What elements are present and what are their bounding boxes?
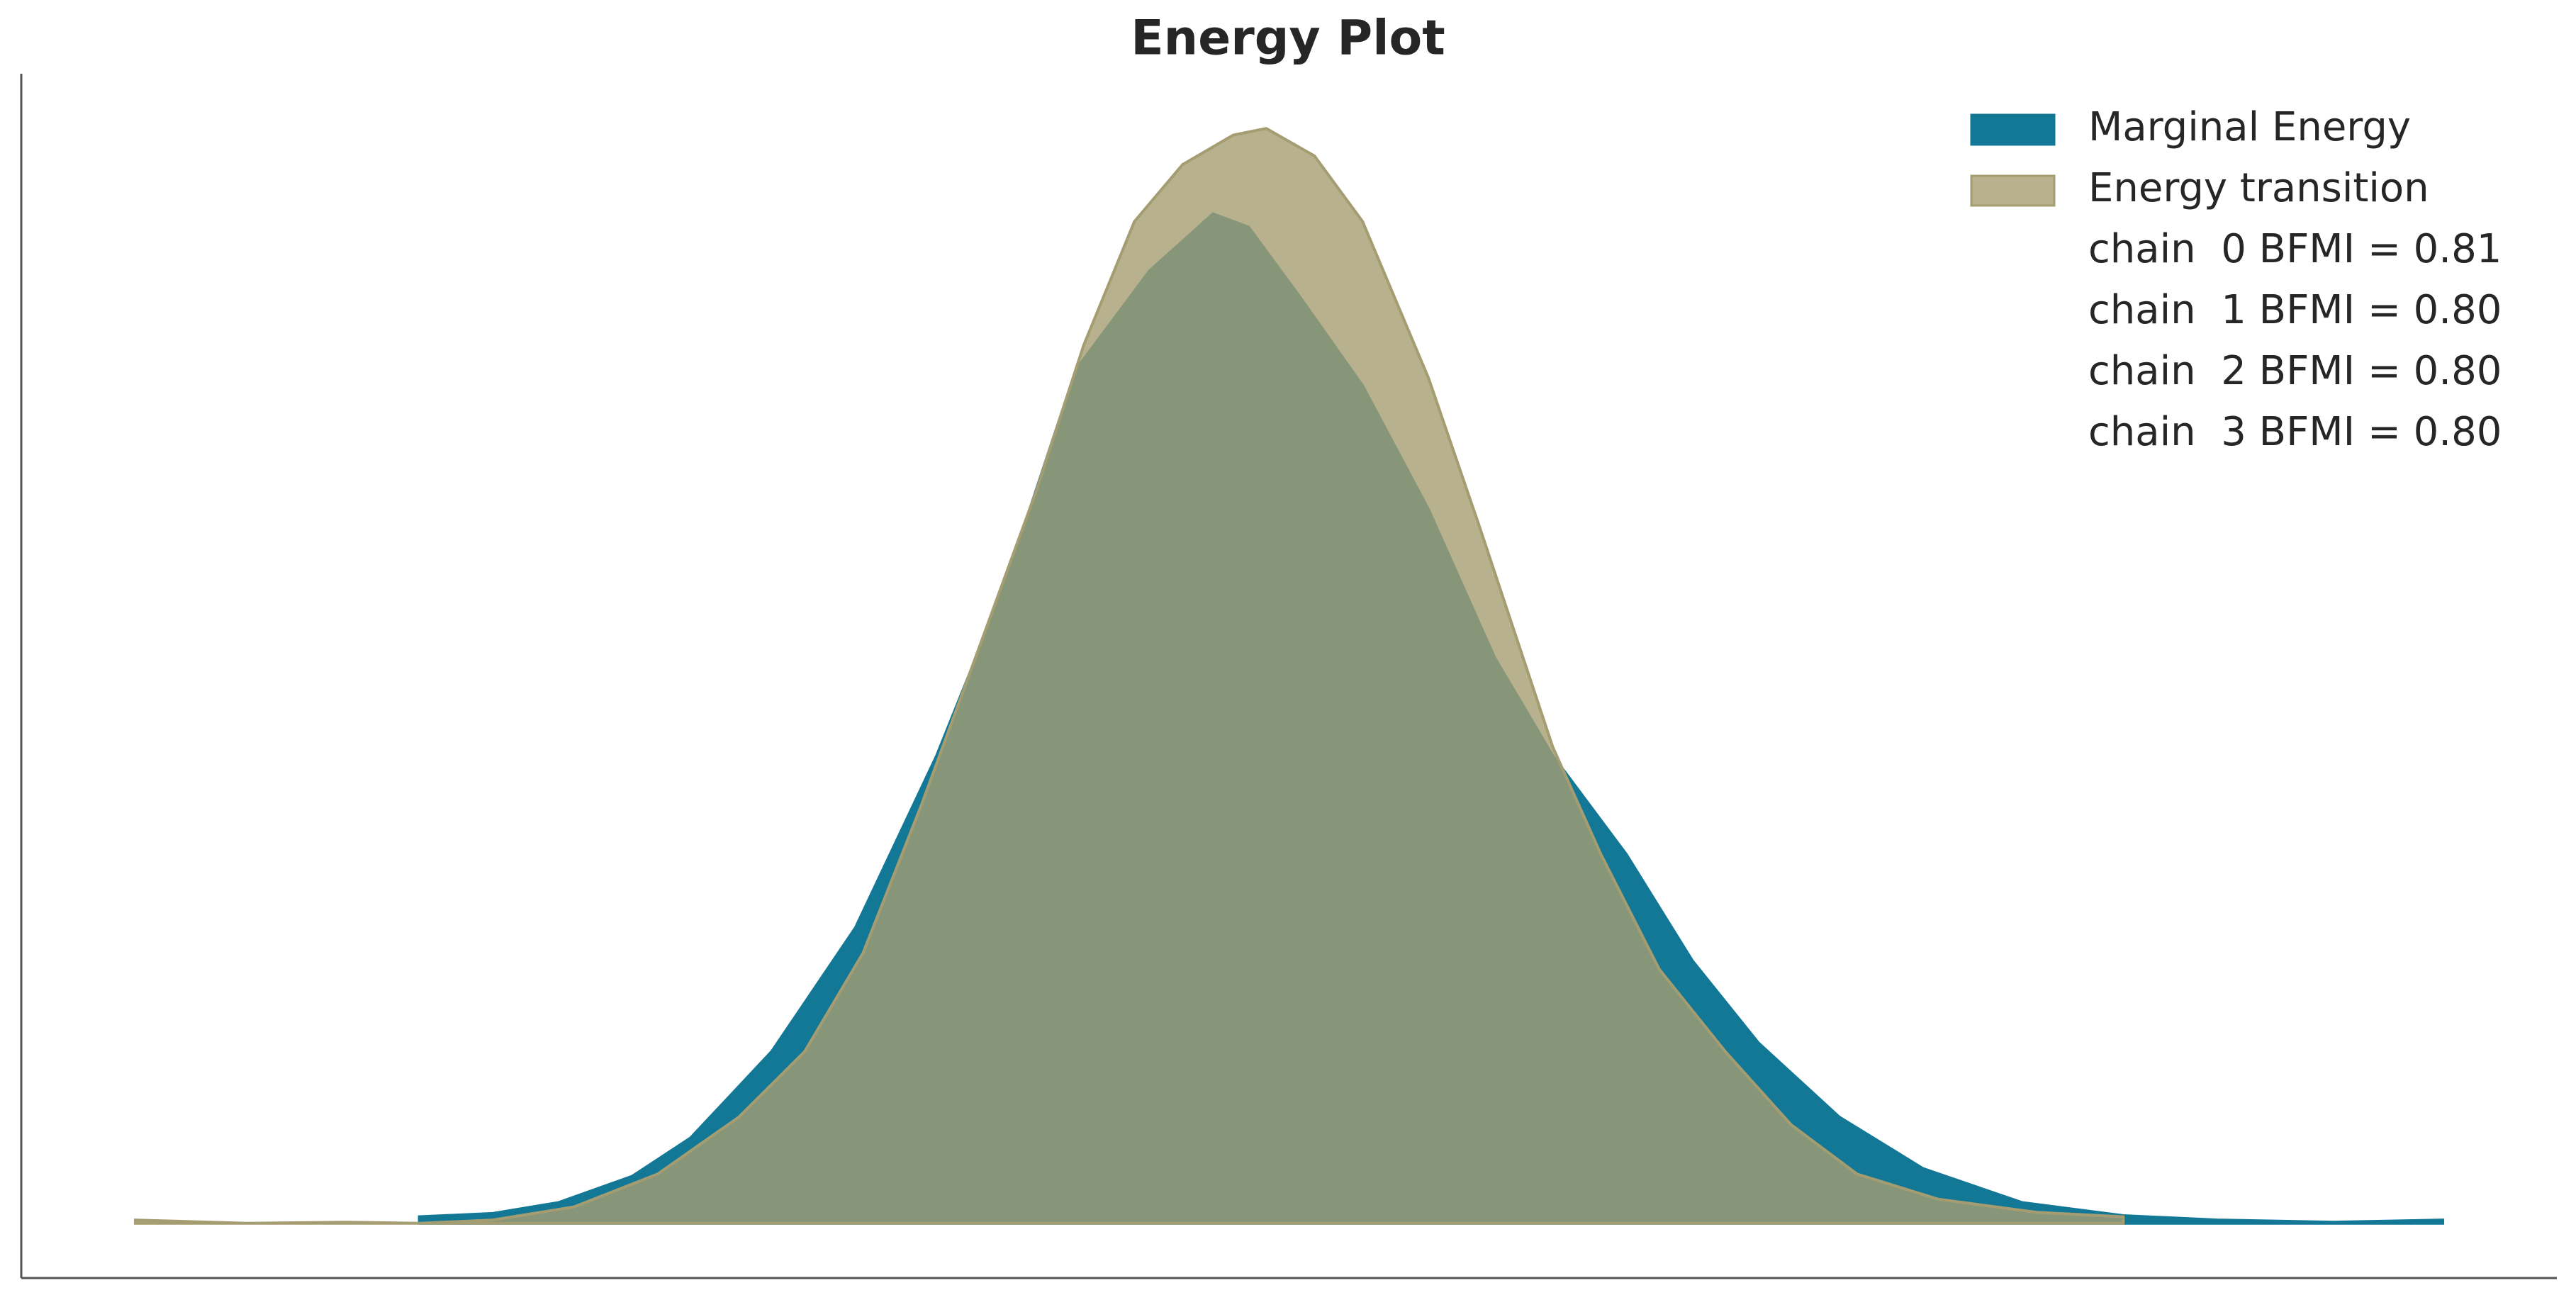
legend-note: chain 2 BFMI = 0.80 xyxy=(2088,348,2502,394)
legend-note: chain 0 BFMI = 0.81 xyxy=(2088,226,2502,272)
legend-label: Marginal Energy xyxy=(2088,104,2411,150)
legend-note: chain 3 BFMI = 0.80 xyxy=(2088,409,2502,455)
chart-title: Energy Plot xyxy=(1131,11,1445,67)
legend-label: Energy transition xyxy=(2088,165,2429,211)
legend-swatch xyxy=(1970,113,2056,146)
legend-swatch xyxy=(1970,174,2056,207)
density-area xyxy=(133,127,2125,1225)
legend-note: chain 1 BFMI = 0.80 xyxy=(2088,287,2502,333)
